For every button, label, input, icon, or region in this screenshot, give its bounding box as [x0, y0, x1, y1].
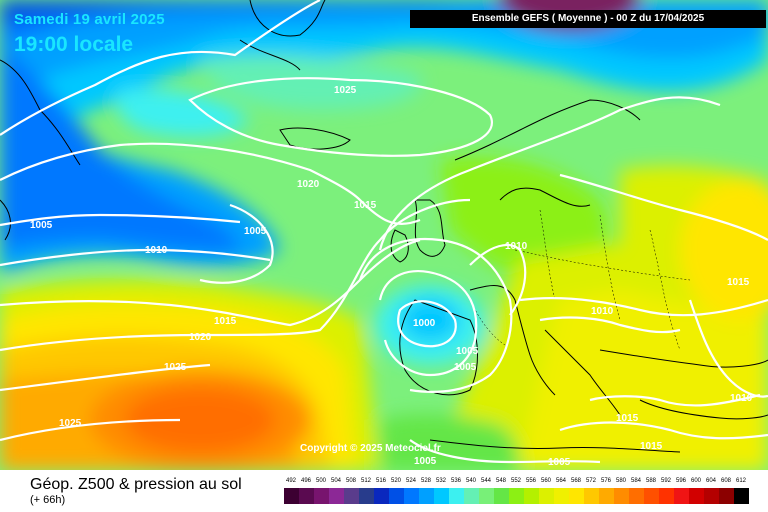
isobar-label: 1010	[505, 241, 528, 252]
isobar-label: 1005	[548, 457, 571, 468]
legend-swatch	[299, 488, 314, 504]
legend-value: 608	[720, 478, 731, 484]
legend-value: 524	[405, 478, 416, 484]
isobar-label: 1015	[616, 413, 639, 424]
isobar-label: 1015	[214, 316, 237, 327]
isobar-label: 1025	[59, 418, 82, 429]
legend-swatch	[674, 488, 689, 504]
isobar-label: 1025	[164, 362, 187, 373]
legend-value: 572	[585, 478, 596, 484]
legend-value: 516	[375, 478, 386, 484]
isobar-label: 1015	[727, 277, 750, 288]
legend-swatch	[434, 488, 449, 504]
legend-value: 576	[600, 478, 611, 484]
legend-value: 552	[510, 478, 521, 484]
map-title: Géop. Z500 & pression au sol	[30, 476, 242, 493]
legend-swatch	[629, 488, 644, 504]
legend-swatch	[719, 488, 734, 504]
legend-swatch	[344, 488, 359, 504]
legend-swatch	[509, 488, 524, 504]
legend-swatch	[314, 488, 329, 504]
legend-value: 540	[465, 478, 476, 484]
forecast-date: Samedi 19 avril 2025	[14, 11, 165, 28]
isobar-label: 1010	[145, 245, 168, 256]
legend-value: 512	[360, 478, 371, 484]
legend-swatch	[659, 488, 674, 504]
geopotential-field: 1025 1020 1015 1005 1010 1005 1020 1015 …	[0, 0, 768, 470]
legend-value: 596	[675, 478, 686, 484]
legend-swatch	[614, 488, 629, 504]
isobar-label: 1010	[591, 306, 614, 317]
legend-value: 528	[420, 478, 431, 484]
legend-swatch	[404, 488, 419, 504]
legend-value: 536	[450, 478, 461, 484]
isobar-label: 1025	[334, 85, 357, 96]
isobar-label: 1010	[730, 393, 753, 404]
legend-value: 500	[315, 478, 326, 484]
isobars	[0, 0, 768, 464]
legend-value: 592	[660, 478, 671, 484]
legend-swatch	[464, 488, 479, 504]
weather-map: 1025 1020 1015 1005 1010 1005 1020 1015 …	[0, 0, 768, 470]
legend-swatch	[689, 488, 704, 504]
legend-value: 496	[300, 478, 311, 484]
forecast-time: 19:00 locale	[14, 33, 134, 56]
legend-swatch	[284, 488, 299, 504]
isobar-label: 1015	[640, 441, 663, 452]
legend-value: 508	[345, 478, 356, 484]
legend-swatch	[734, 488, 749, 504]
forecast-lead-time: (+ 66h)	[30, 494, 66, 506]
legend-value: 520	[390, 478, 401, 484]
legend-value: 600	[690, 478, 701, 484]
isobar-label: 1005	[30, 220, 53, 231]
color-legend: 492 496 500 504 508 512 516 520 524 528 532 536 540 5…	[284, 478, 752, 506]
isobar-labels: 1025 1020 1015 1005 1010 1005 1020 1015 …	[30, 85, 753, 468]
legend-value: 604	[705, 478, 716, 484]
legend-value: 568	[570, 478, 581, 484]
legend-swatch	[539, 488, 554, 504]
legend-swatch	[599, 488, 614, 504]
legend-value: 560	[540, 478, 551, 484]
legend-value: 556	[525, 478, 536, 484]
legend-value: 588	[645, 478, 656, 484]
isobar-label: 1005	[414, 456, 437, 467]
isobar-label: 1005	[454, 362, 477, 373]
isobar-label: 1020	[297, 179, 320, 190]
legend-value: 504	[330, 478, 341, 484]
legend-swatch	[329, 488, 344, 504]
model-run-info: Ensemble GEFS ( Moyenne ) - 00 Z du 17/0…	[410, 10, 766, 28]
legend-value: 564	[555, 478, 566, 484]
legend-value: 612	[735, 478, 746, 484]
legend-swatch	[389, 488, 404, 504]
isobar-label: 1015	[354, 200, 377, 211]
legend-swatch	[644, 488, 659, 504]
legend-swatch	[374, 488, 389, 504]
legend-swatch	[479, 488, 494, 504]
legend-swatch	[704, 488, 719, 504]
coastlines	[0, 0, 768, 453]
legend-value: 532	[435, 478, 446, 484]
legend-swatch	[359, 488, 374, 504]
legend-swatch	[494, 488, 509, 504]
legend-swatch	[569, 488, 584, 504]
legend-swatch	[419, 488, 434, 504]
legend-swatch	[524, 488, 539, 504]
legend-swatch	[449, 488, 464, 504]
legend-value: 492	[285, 478, 296, 484]
legend-value: 580	[615, 478, 626, 484]
legend-value: 544	[480, 478, 491, 484]
isobar-label: 1005	[244, 226, 267, 237]
legend-swatch	[554, 488, 569, 504]
isobar-label: 1000	[413, 318, 436, 329]
isobar-label: 1005	[456, 346, 479, 357]
copyright-notice: Copyright © 2025 Meteociel.fr	[300, 443, 441, 454]
legend-value: 548	[495, 478, 506, 484]
isobar-label: 1020	[189, 332, 212, 343]
legend-swatch	[584, 488, 599, 504]
legend-value: 584	[630, 478, 641, 484]
